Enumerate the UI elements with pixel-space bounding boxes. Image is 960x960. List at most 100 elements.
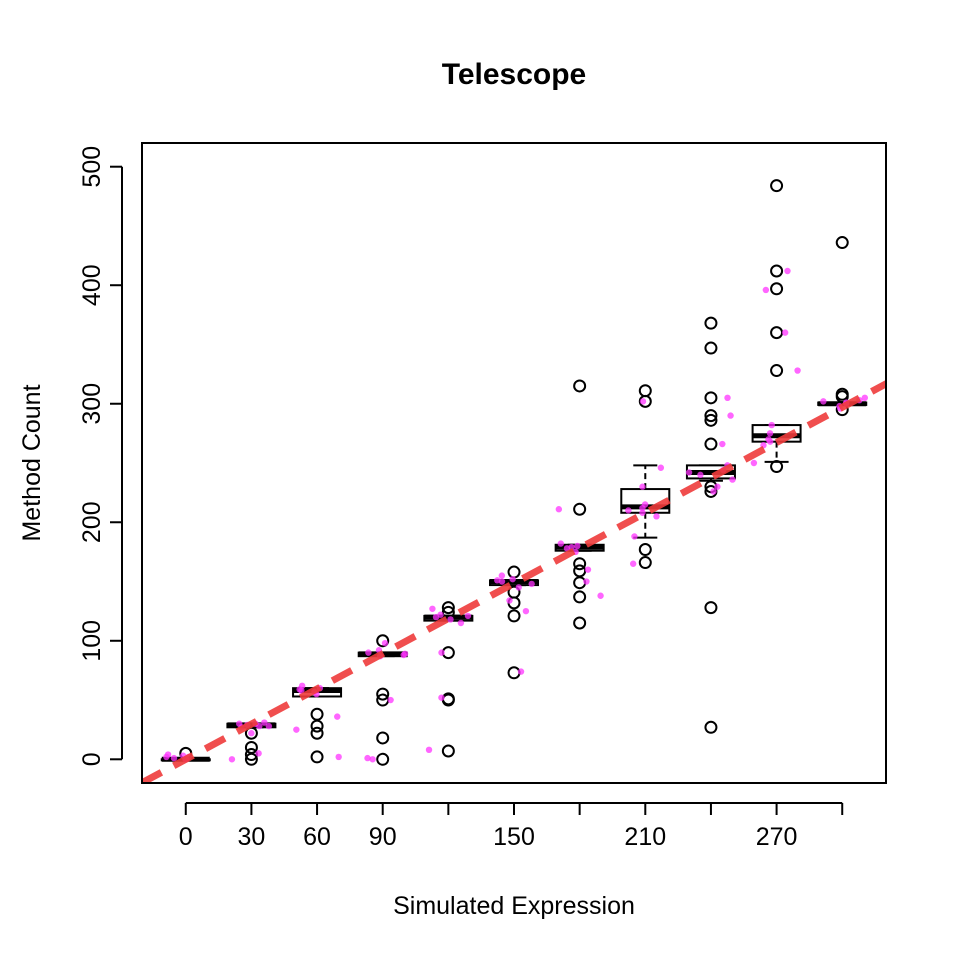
jitter-point <box>724 394 731 402</box>
jitter-point <box>685 469 693 476</box>
jitter-point <box>255 750 262 757</box>
outlier-point <box>376 634 390 648</box>
outlier-point <box>573 590 587 604</box>
outlier-point <box>441 744 455 758</box>
outlier-point <box>835 390 849 404</box>
jitter-point <box>293 726 300 733</box>
x-axis-label: Simulated Expression <box>393 892 635 920</box>
jitter-point <box>334 713 341 720</box>
jitter-point <box>261 719 268 726</box>
jitter-point <box>248 730 255 737</box>
jitter-point <box>464 612 472 620</box>
x-tick-label: 60 <box>303 823 331 851</box>
jitter-point <box>364 754 371 762</box>
outlier-point <box>770 326 784 340</box>
jitter-point <box>296 686 303 693</box>
outlier-point <box>441 601 455 615</box>
jitter-point <box>365 649 372 656</box>
y-tick-label: 0 <box>78 752 106 766</box>
jitter-point <box>714 483 721 490</box>
jitter-point <box>228 756 236 763</box>
jitter-point <box>629 560 637 567</box>
outlier-point <box>573 502 587 516</box>
jitter-point <box>381 639 389 647</box>
jitter-point <box>641 501 649 508</box>
y-axis-label: Method Count <box>18 384 46 541</box>
outlier-point <box>573 616 587 630</box>
jitter-point <box>506 597 513 604</box>
y-tick-label: 200 <box>78 501 106 543</box>
outlier-point <box>704 391 718 405</box>
outlier-point <box>704 409 718 423</box>
outlier-point <box>376 687 390 701</box>
outlier-point <box>835 236 849 250</box>
plot-area <box>142 179 886 783</box>
jitter-point <box>727 412 734 419</box>
jitter-point <box>625 507 632 514</box>
chart-title: Telescope <box>442 58 587 91</box>
box-group <box>292 687 343 764</box>
jitter-point <box>729 476 736 483</box>
box-group <box>817 236 868 417</box>
jitter-point <box>766 430 774 437</box>
jitter-point <box>639 398 647 405</box>
y-tick-label: 100 <box>78 620 106 662</box>
jitter-point <box>557 540 564 547</box>
jitter-point <box>425 746 433 754</box>
outlier-point <box>704 601 718 615</box>
outlier-point <box>310 719 324 733</box>
jitter-point <box>597 592 604 599</box>
jitter-point <box>710 488 717 495</box>
jitter-point <box>401 650 409 658</box>
box-group <box>685 316 736 734</box>
jitter-point <box>574 542 581 550</box>
outlier-point <box>704 437 718 451</box>
box-group <box>620 384 671 570</box>
plot-frame <box>141 142 887 784</box>
jitter-point <box>794 367 801 374</box>
y-tick-label: 300 <box>78 383 106 425</box>
jitter-point <box>781 329 789 336</box>
outlier-point <box>310 707 324 721</box>
x-tick-label: 0 <box>179 823 193 851</box>
outlier-point <box>573 564 587 578</box>
x-tick-label: 210 <box>624 823 666 851</box>
outlier-point <box>704 316 718 330</box>
jitter-point <box>657 464 665 471</box>
jitter-point <box>750 459 758 467</box>
outlier-point <box>573 379 587 393</box>
jitter-point <box>820 398 827 405</box>
jitter-point <box>631 533 638 540</box>
jitter-point <box>494 577 501 584</box>
jitter-point <box>437 611 444 618</box>
box-group <box>554 379 605 630</box>
jitter-point <box>555 506 563 513</box>
jitter-point <box>584 566 592 573</box>
outlier-point <box>244 752 258 766</box>
outlier-point <box>704 413 718 427</box>
jitter-point <box>639 483 646 490</box>
outlier-point <box>507 666 521 680</box>
outlier-point <box>310 750 324 764</box>
jitter-point <box>438 649 445 656</box>
outlier-point <box>770 264 784 278</box>
outlier-point <box>310 726 324 740</box>
jitter-point <box>170 754 178 762</box>
box-group <box>751 179 802 474</box>
outlier-point <box>507 565 521 579</box>
jitter-point <box>768 421 775 429</box>
outlier-point <box>770 282 784 296</box>
jitter-point <box>517 668 525 675</box>
y-tick-label: 400 <box>78 264 106 306</box>
x-tick-label: 270 <box>756 823 798 851</box>
jitter-point <box>457 619 465 627</box>
outlier-point <box>704 341 718 355</box>
plot-clip-group <box>142 179 886 783</box>
x-tick-label: 90 <box>369 823 397 851</box>
jitter-point <box>369 756 376 763</box>
jitter-point <box>335 753 342 761</box>
jitter-point <box>509 575 516 583</box>
jitter-point <box>861 394 869 402</box>
jitter-point <box>447 616 454 623</box>
